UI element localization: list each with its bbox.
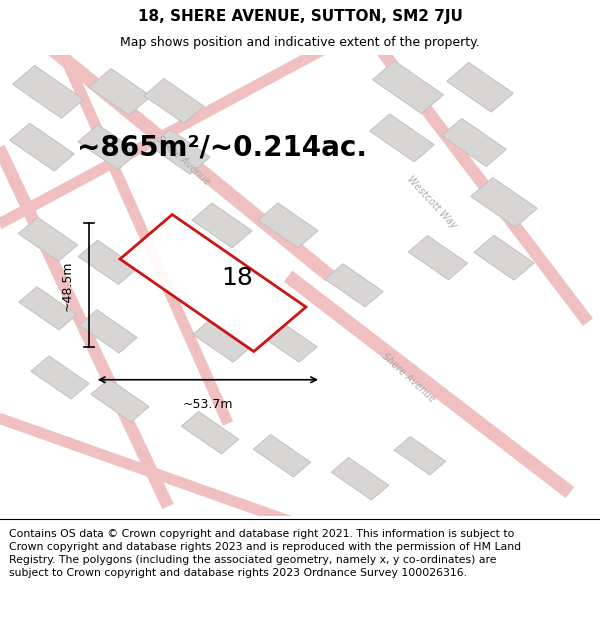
Polygon shape: [331, 458, 389, 500]
Polygon shape: [78, 240, 138, 284]
Polygon shape: [79, 310, 137, 353]
Polygon shape: [370, 114, 434, 162]
Polygon shape: [150, 129, 210, 174]
Polygon shape: [408, 236, 468, 280]
Polygon shape: [192, 203, 252, 248]
Polygon shape: [78, 125, 138, 169]
Polygon shape: [394, 437, 446, 475]
Text: 18: 18: [221, 266, 253, 291]
Polygon shape: [373, 61, 443, 114]
Polygon shape: [89, 69, 151, 115]
Text: Map shows position and indicative extent of the property.: Map shows position and indicative extent…: [120, 36, 480, 49]
Polygon shape: [144, 79, 204, 124]
Text: ~48.5m: ~48.5m: [61, 260, 74, 311]
Polygon shape: [474, 235, 534, 280]
Text: Shere Avenue: Shere Avenue: [379, 351, 437, 404]
Polygon shape: [13, 66, 83, 118]
Text: ~865m²/~0.214ac.: ~865m²/~0.214ac.: [77, 133, 367, 161]
Text: Westcott Way: Westcott Way: [405, 174, 459, 231]
Polygon shape: [10, 123, 74, 171]
Polygon shape: [193, 319, 251, 362]
Polygon shape: [31, 356, 89, 399]
Text: Shere Avenue: Shere Avenue: [154, 134, 212, 188]
Polygon shape: [258, 203, 318, 248]
Polygon shape: [325, 264, 383, 307]
Polygon shape: [446, 62, 514, 112]
Text: Contains OS data © Crown copyright and database right 2021. This information is : Contains OS data © Crown copyright and d…: [9, 529, 521, 578]
Polygon shape: [18, 217, 78, 261]
Polygon shape: [91, 379, 149, 422]
Polygon shape: [259, 319, 317, 362]
Text: ~53.7m: ~53.7m: [182, 398, 233, 411]
Polygon shape: [120, 214, 306, 351]
Polygon shape: [181, 411, 239, 454]
Polygon shape: [253, 434, 311, 477]
Polygon shape: [442, 119, 506, 166]
Polygon shape: [470, 177, 538, 227]
Text: 18, SHERE AVENUE, SUTTON, SM2 7JU: 18, SHERE AVENUE, SUTTON, SM2 7JU: [137, 9, 463, 24]
Polygon shape: [19, 287, 77, 330]
